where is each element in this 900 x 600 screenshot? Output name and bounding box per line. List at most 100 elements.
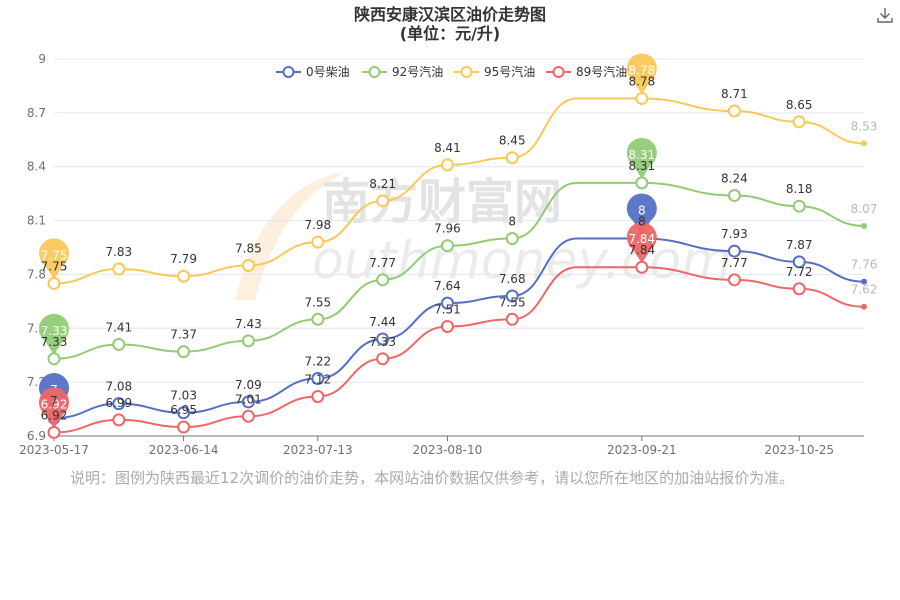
data-label: 7.98 <box>304 218 331 232</box>
data-label: 8.07 <box>851 202 878 216</box>
data-point[interactable] <box>112 397 126 411</box>
data-point[interactable] <box>505 289 519 303</box>
data-label: 8.71 <box>721 87 748 101</box>
extreme-value-pin[interactable] <box>626 193 657 235</box>
data-label: 7.33 <box>41 335 68 349</box>
data-label: 7.64 <box>434 279 461 293</box>
y-tick-label: 8.4 <box>27 160 46 174</box>
data-point[interactable] <box>861 222 867 229</box>
data-point[interactable] <box>505 312 519 326</box>
x-tick-label: 2023-09-21 <box>607 443 677 457</box>
data-point[interactable] <box>440 239 454 253</box>
pin-label: 8 <box>638 204 646 218</box>
data-point[interactable] <box>47 352 61 366</box>
data-label: 7.33 <box>369 335 396 349</box>
data-point[interactable] <box>47 276 61 290</box>
data-point[interactable] <box>241 409 255 423</box>
data-point[interactable] <box>792 115 806 129</box>
data-point[interactable] <box>861 140 867 147</box>
data-label: 7.83 <box>105 245 132 259</box>
extreme-value-pin[interactable] <box>626 53 657 95</box>
data-point[interactable] <box>241 395 255 409</box>
data-label: 7.96 <box>434 222 461 236</box>
data-label: 7.77 <box>721 256 748 270</box>
data-label: 7.85 <box>235 241 262 255</box>
data-point[interactable] <box>792 199 806 213</box>
data-point[interactable] <box>792 255 806 269</box>
data-point[interactable] <box>727 104 741 118</box>
watermark: 南方财富网 outhmoney.com <box>235 172 732 300</box>
data-label: 7.55 <box>304 295 331 309</box>
legend-symbol <box>368 66 381 78</box>
data-point[interactable] <box>505 232 519 246</box>
data-label: 7.72 <box>786 265 813 279</box>
legend-item[interactable]: 92号汽油 <box>362 64 443 79</box>
data-label: 7.55 <box>499 295 526 309</box>
data-point[interactable] <box>177 420 191 434</box>
data-point[interactable] <box>635 176 649 190</box>
data-label: 7 <box>50 394 58 408</box>
extreme-value-pin[interactable] <box>626 222 657 264</box>
legend-label: 89号汽油 <box>576 64 627 79</box>
data-label: 8.65 <box>786 98 813 112</box>
pin-label: 6.92 <box>41 397 68 411</box>
data-point[interactable] <box>241 334 255 348</box>
extreme-value-pin[interactable] <box>39 313 70 355</box>
legend-item[interactable]: 95号汽油 <box>454 64 535 79</box>
data-point[interactable] <box>112 262 126 276</box>
y-tick-label: 8.1 <box>27 214 46 228</box>
chart-title-main: 陕西安康汉滨区油价走势图 <box>353 5 546 24</box>
extreme-value-pin[interactable] <box>626 137 657 179</box>
extreme-value-pin[interactable] <box>39 387 70 429</box>
data-point[interactable] <box>727 273 741 287</box>
data-point[interactable] <box>112 413 126 427</box>
extreme-value-pin[interactable] <box>39 238 70 280</box>
data-point[interactable] <box>505 151 519 165</box>
data-point[interactable] <box>112 337 126 351</box>
data-label: 7.44 <box>369 315 396 329</box>
y-tick-label: 7.8 <box>27 267 46 281</box>
data-point[interactable] <box>861 278 867 285</box>
data-point[interactable] <box>727 188 741 202</box>
data-label: 8.18 <box>786 182 813 196</box>
data-point[interactable] <box>177 269 191 283</box>
data-point[interactable] <box>177 406 191 420</box>
data-label: 8.31 <box>628 159 655 173</box>
data-label: 7.03 <box>170 389 197 403</box>
data-point[interactable] <box>47 425 61 439</box>
data-point[interactable] <box>727 244 741 258</box>
data-point[interactable] <box>440 296 454 310</box>
data-label: 7.41 <box>105 320 132 334</box>
pin-label: 8.78 <box>628 63 655 77</box>
data-point[interactable] <box>311 312 325 326</box>
data-point[interactable] <box>440 158 454 172</box>
data-label: 8 <box>508 215 516 229</box>
data-label: 8.41 <box>434 141 461 155</box>
data-label: 6.99 <box>105 396 132 410</box>
legend-label: 95号汽油 <box>484 64 535 79</box>
data-point[interactable] <box>177 345 191 359</box>
download-icon[interactable] <box>876 6 894 24</box>
data-point[interactable] <box>311 390 325 404</box>
chart-note: 说明：图例为陕西最近12次调价的油价走势，本网站油价数据仅供参考，请以您所在地区… <box>70 469 795 487</box>
data-point[interactable] <box>311 235 325 249</box>
x-tick-label: 2023-07-13 <box>283 443 353 457</box>
data-label: 7.51 <box>434 302 461 316</box>
data-point[interactable] <box>635 260 649 274</box>
legend-item[interactable]: 0号柴油 <box>276 65 350 79</box>
legend-item[interactable]: 89号汽油 <box>546 64 627 79</box>
data-label: 7.84 <box>628 243 655 257</box>
data-label: 7.37 <box>170 328 197 342</box>
y-tick-label: 8.7 <box>27 106 46 120</box>
data-point[interactable] <box>635 91 649 105</box>
data-point[interactable] <box>792 282 806 296</box>
data-point[interactable] <box>241 258 255 272</box>
data-point[interactable] <box>311 372 325 386</box>
data-point[interactable] <box>376 273 390 287</box>
data-point[interactable] <box>376 352 390 366</box>
data-point[interactable] <box>861 303 867 310</box>
data-point[interactable] <box>376 332 390 346</box>
data-point[interactable] <box>376 194 390 208</box>
data-label: 7.77 <box>369 256 396 270</box>
data-point[interactable] <box>440 319 454 333</box>
